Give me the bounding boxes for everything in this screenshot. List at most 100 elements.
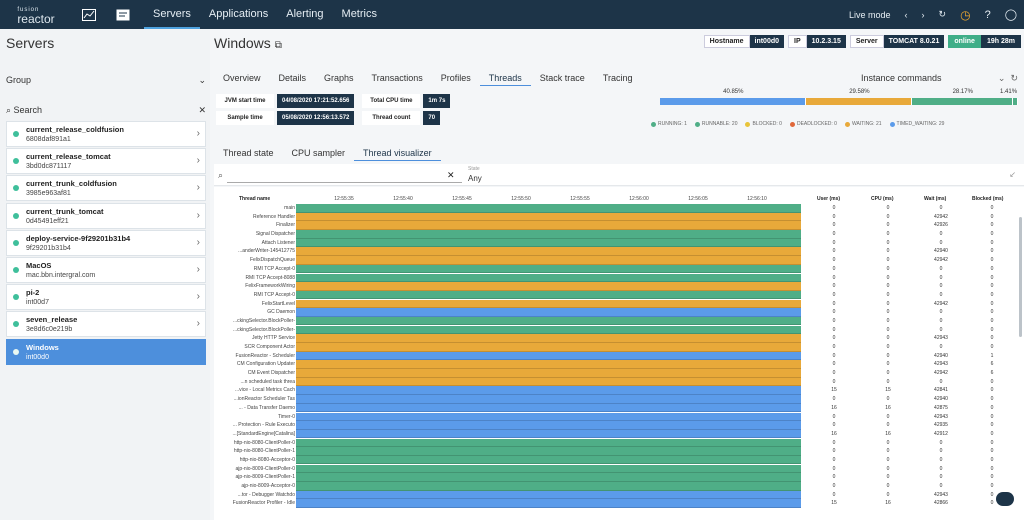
ip-value: 10.2.3.15 [806,35,846,48]
server-item-selected[interactable]: Windows int00d0 [6,338,206,365]
table-row[interactable]: Attach Listener 0 0 0 0 [214,238,1024,248]
tab-threads[interactable]: Threads [479,71,531,86]
nav-alerting[interactable]: Alerting [286,8,324,20]
server-item[interactable]: deploy-service-9f29201b31b4 9f29201b31b4 › [6,229,206,256]
refresh-icon[interactable]: ↻ [1010,73,1018,83]
clear-icon[interactable]: ✕ [447,170,455,180]
table-row[interactable]: FelixFrameworkWiring 0 0 0 0 [214,282,1024,291]
tab-graphs[interactable]: Graphs [324,73,354,83]
help-icon[interactable]: ? [984,8,991,21]
wait-ms-cell: 42940 [934,396,948,403]
chevron-down-icon[interactable]: ⌄ [997,73,1006,83]
table-row[interactable]: Finalizer 0 0 42926 0 [214,221,1024,230]
table-row[interactable]: Signal Dispatcher 0 0 0 0 [214,230,1024,239]
notes-icon[interactable] [115,8,131,22]
table-row[interactable]: ...tor - Debugger Watchdo 0 0 42943 0 [214,490,1024,500]
refresh-icon[interactable]: ↻ [938,9,947,19]
prev-icon[interactable]: ‹ [904,9,908,20]
group-select[interactable]: Group ⌄ [6,75,206,86]
table-row[interactable]: GC Daemon 0 0 0 0 [214,308,1024,317]
cpu-ms-cell: 0 [886,222,890,229]
table-row[interactable]: ...ckingSelector.BlockPoller- 0 0 0 0 [214,325,1024,335]
legend-item: DEADLOCKED: 0 [789,121,837,127]
table-row[interactable]: SCR Component Actor 0 0 0 0 [214,343,1024,352]
table-row[interactable]: ...[StandardEngine[Catalina] 16 16 42912 0 [214,429,1024,439]
server-item[interactable]: current_release_coldfusion 6808daf891a1 › [6,121,206,147]
clear-icon[interactable]: ✕ [198,104,206,115]
blocked-ms-cell: 0 [990,213,994,220]
table-row[interactable]: ... Protection - Rule Executo 0 0 42935 0 [214,421,1024,430]
table-row[interactable]: http-nio-8080-ClientPoller-1 0 0 0 0 [214,447,1024,456]
table-row[interactable]: ...n scheduled task threa 0 0 0 0 [214,377,1024,387]
tab-details[interactable]: Details [278,73,307,83]
table-row[interactable]: main 0 0 0 0 [214,204,1024,213]
server-item[interactable]: current_release_tomcat 3bd0dc871117 › [6,148,206,175]
clock-icon[interactable]: ◷ [960,7,971,22]
chat-icon[interactable] [996,492,1014,506]
instance-commands-menu[interactable]: Instance commands [861,73,942,83]
table-row[interactable]: ...ckingSelector.BlockPoller- 0 0 0 0 [214,316,1024,326]
table-row[interactable]: http-nio-8080-Acceptor-0 0 0 0 0 [214,455,1024,465]
tab-profiles[interactable]: Profiles [440,73,471,83]
nav-servers[interactable]: Servers [144,0,200,29]
blocked-ms-cell: 0 [990,257,994,264]
tab-overview[interactable]: Overview [223,73,261,83]
table-row[interactable]: http-nio-8080-ClientPoller-0 0 0 0 0 [214,438,1024,448]
wait-ms-cell: 0 [939,265,943,272]
table-row[interactable]: RMI TCP Accept-0 0 0 0 0 [214,264,1024,274]
server-search[interactable]: ⌕ Search ✕ [6,103,206,117]
wait-ms-cell: 42943 [934,335,948,342]
tab-stack-trace[interactable]: Stack trace [539,73,585,83]
user-ms-cell: 0 [832,213,836,220]
tab-tracing[interactable]: Tracing [602,73,633,83]
thread-name: ...tor - Debugger Watchdo [237,491,295,498]
table-row[interactable]: ...ionReactor Scheduler Tas 0 0 42940 0 [214,395,1024,404]
table-row[interactable]: RMI TCP Accept-8088 0 0 0 0 [214,273,1024,283]
table-row[interactable]: FusionReactor - Scheduler 0 0 42940 1 [214,351,1024,361]
total-cpu-value: 1m 7s [423,94,451,108]
user-ms-cell: 0 [832,239,836,246]
table-row[interactable]: ajp-nio-8009-Acceptor-0 0 0 0 0 [214,482,1024,491]
table-row[interactable]: FelixDispatchQueue 0 0 42942 0 [214,256,1024,265]
thread-name: ...n scheduled task threa [240,378,295,385]
table-row[interactable]: Reference Handler 0 0 42942 0 [214,212,1024,222]
user-ms-cell: 0 [832,491,836,498]
table-row[interactable]: Jetty HTTP Service 0 0 42943 0 [214,334,1024,343]
state-filter-select[interactable]: Any [468,174,482,183]
subtab-thread-visualizer[interactable]: Thread visualizer [354,146,441,161]
server-item[interactable]: MacOS mac.bbn.intergral.com › [6,256,206,283]
table-row[interactable]: ...anderWriter-145412775 0 0 42940 0 [214,247,1024,256]
table-row[interactable]: FelixStartLevel 0 0 42942 0 [214,299,1024,309]
external-link-icon[interactable]: ⧉ [274,40,282,51]
user-icon[interactable]: ◯ [1004,9,1017,21]
thread-search-input[interactable] [227,182,462,183]
table-row[interactable]: RMI TCP Accept-0 0 0 0 0 [214,290,1024,300]
nav-metrics[interactable]: Metrics [341,8,377,20]
next-icon[interactable]: › [921,9,925,20]
cpu-ms-cell: 0 [886,448,890,455]
table-row[interactable]: Timer-0 0 0 42943 0 [214,412,1024,422]
table-row[interactable]: FusionReactor Profiler - Idle 15 16 42866 0 [214,499,1024,508]
table-row[interactable]: CM Event Dispatcher 0 0 42942 6 [214,369,1024,378]
server-name: pi-2 [26,288,40,298]
server-item[interactable]: pi-2 int00d7 › [6,284,206,311]
tab-transactions[interactable]: Transactions [371,73,423,83]
state-percent: 1.41% [1000,89,1018,95]
scrollbar[interactable] [1019,217,1022,337]
server-item[interactable]: current_trunk_coldfusion 3985e963af81 › [6,175,206,202]
subtab-cpu-sampler[interactable]: CPU sampler [291,148,346,158]
fusionreactor-logo[interactable]: fusion reactor [17,6,55,26]
user-ms-cell: 0 [832,283,836,290]
table-row[interactable]: ajp-nio-8009-ClientPoller-0 0 0 0 0 [214,464,1024,474]
collapse-icon[interactable]: ↙ [1009,170,1016,179]
table-row[interactable]: ajp-nio-8009-ClientPoller-1 0 0 0 0 [214,473,1024,482]
table-row[interactable]: ... - Data Transfer Daemo 16 16 42875 0 [214,403,1024,413]
table-row[interactable]: ...vice - Local Metrics Cach 15 15 42841 0 [214,386,1024,395]
server-item[interactable]: seven_release 3e8d6c0e219b › [6,311,206,338]
server-item[interactable]: current_trunk_tomcat 0d45491eff21 › [6,202,206,229]
dashboard-icon[interactable] [81,8,97,22]
nav-applications[interactable]: Applications [208,8,269,20]
thread-state-timeline [296,212,801,222]
table-row[interactable]: CM Configuration Updater 0 0 42943 6 [214,360,1024,369]
subtab-thread-state[interactable]: Thread state [223,148,274,158]
